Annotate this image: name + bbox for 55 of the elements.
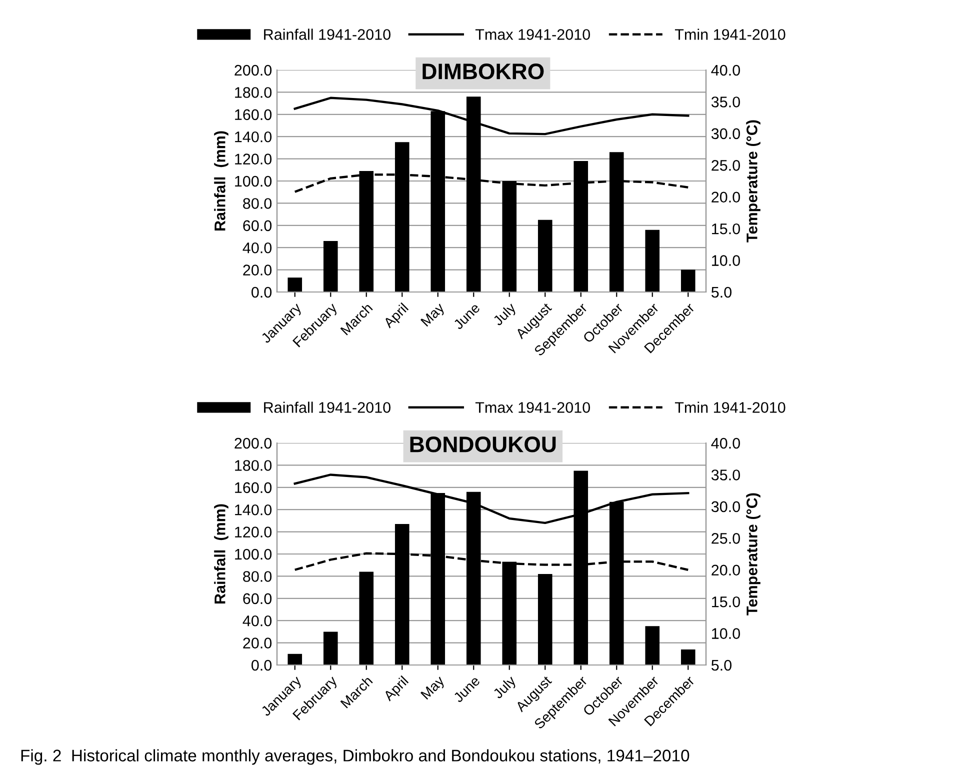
y2-tick-label: 5.0 xyxy=(711,286,732,298)
y-tick-label: 180.0 xyxy=(235,87,272,98)
x-tick-label: May xyxy=(420,675,448,702)
chart-title: BONDOUKOU xyxy=(410,436,556,452)
y-tick-label: 200.0 xyxy=(234,438,272,449)
y2-tick-label: 40.0 xyxy=(711,438,740,449)
y2-tick-label: 40.0 xyxy=(711,64,740,76)
x-tick-label: July xyxy=(492,674,519,702)
y-tick-label: 0.0 xyxy=(252,286,272,298)
y-tick-label: 100.0 xyxy=(235,176,272,187)
y-tick-label: 160.0 xyxy=(235,482,272,494)
x-tick-label: May xyxy=(420,302,448,329)
y-tick-label: 120.0 xyxy=(235,526,272,538)
y-tick-label: 120.0 xyxy=(235,154,272,164)
y2-tick-label: 30.0 xyxy=(711,501,740,512)
y2-tick-label: 20.0 xyxy=(712,564,740,576)
y-tick-label: 40.0 xyxy=(242,242,272,254)
legend-label: Tmax 1941-2010 xyxy=(475,402,590,413)
y2-tick-label: 20.0 xyxy=(712,192,740,203)
legend-label: Tmin 1941-2010 xyxy=(674,402,786,413)
y2-tick-label: 30.0 xyxy=(711,128,740,140)
y2-tick-label: 15.0 xyxy=(712,223,740,234)
y-axis-title: Rainfall (mm) xyxy=(214,504,228,604)
y2-tick-label: 15.0 xyxy=(712,596,740,608)
y-tick-label: 20.0 xyxy=(243,264,272,276)
y-tick-label: 40.0 xyxy=(242,615,272,626)
chart-title: DIMBOKRO xyxy=(422,64,544,80)
y2-tick-label: 10.0 xyxy=(712,255,740,266)
caption: Fig. 2 Historical climate monthly averages, Dimbokro and Bondoukou stations, 1941–2010 xyxy=(21,749,690,765)
y-tick-label: 200.0 xyxy=(234,64,272,76)
y-tick-label: 140.0 xyxy=(235,131,272,142)
legend-label: Rainfall 1941-2010 xyxy=(264,402,390,413)
y2-axis-title: Temperature (°C) xyxy=(746,493,760,616)
y2-axis-title: Temperature (°C) xyxy=(746,120,760,242)
y-tick-label: 140.0 xyxy=(235,504,272,516)
legend-label: Tmax 1941-2010 xyxy=(475,29,590,40)
y2-tick-label: 35.0 xyxy=(711,96,740,108)
y-tick-label: 20.0 xyxy=(243,638,272,648)
y-tick-label: 0.0 xyxy=(252,660,272,671)
y-axis-title: Rainfall (mm) xyxy=(214,131,228,230)
legend-label: Tmin 1941-2010 xyxy=(674,28,786,40)
y-tick-label: 60.0 xyxy=(243,220,272,232)
y-tick-label: 80.0 xyxy=(243,198,272,209)
x-tick-label: July xyxy=(492,302,519,328)
y-tick-label: 80.0 xyxy=(243,571,272,582)
legend-label: Rainfall 1941-2010 xyxy=(264,28,390,40)
y2-tick-label: 10.0 xyxy=(712,628,740,639)
y2-tick-label: 25.0 xyxy=(712,160,740,171)
y-tick-label: 160.0 xyxy=(235,109,272,120)
y-tick-label: 60.0 xyxy=(243,593,272,604)
y-tick-label: 180.0 xyxy=(235,460,272,471)
y2-tick-label: 25.0 xyxy=(712,533,740,544)
y-tick-label: 100.0 xyxy=(235,548,272,560)
y2-tick-label: 35.0 xyxy=(711,470,740,480)
y2-tick-label: 5.0 xyxy=(711,660,732,671)
